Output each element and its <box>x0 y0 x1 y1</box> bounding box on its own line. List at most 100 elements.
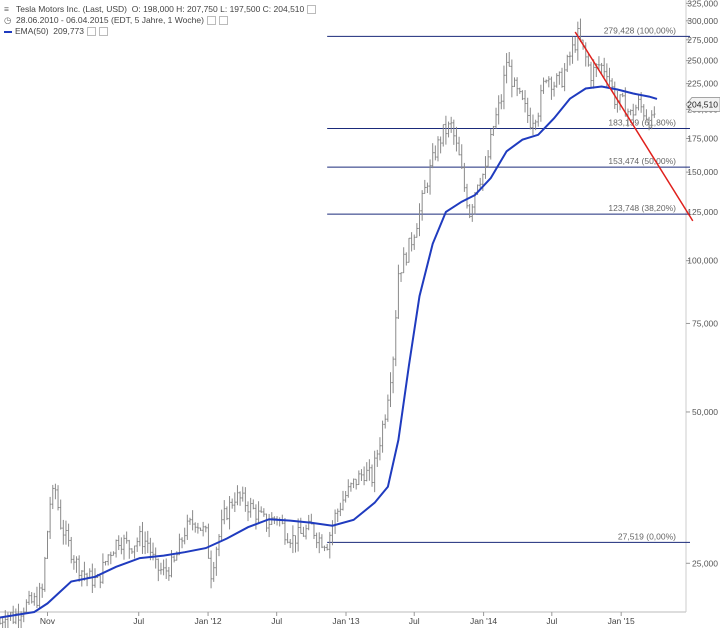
price-bar <box>209 550 213 589</box>
price-bar <box>75 556 78 573</box>
fib-level-label: 27,519 (0,00%) <box>618 531 676 541</box>
x-tick-label: Jul <box>271 616 282 626</box>
price-bar <box>104 560 107 566</box>
price-bar <box>283 517 287 545</box>
ema-line <box>0 85 658 619</box>
price-bar <box>547 76 550 88</box>
y-tick-label: 300,000 <box>687 16 718 26</box>
price-bar <box>254 504 258 530</box>
price-bar <box>133 545 136 559</box>
price-bar <box>51 484 54 510</box>
price-bar <box>434 145 437 161</box>
price-bar <box>30 592 33 604</box>
price-bar <box>618 94 622 111</box>
price-bar <box>397 264 400 319</box>
price-bar <box>600 62 603 75</box>
price-bar <box>360 469 363 481</box>
price-bar <box>362 466 366 486</box>
price-bar <box>38 582 41 609</box>
y-tick-label: 275,000 <box>687 35 718 45</box>
price-bar <box>634 104 638 116</box>
price-bar <box>109 551 113 565</box>
price-bar <box>167 566 171 581</box>
price-bar <box>225 506 229 521</box>
price-bar <box>484 156 487 179</box>
price-bar <box>597 56 601 70</box>
price-bar <box>352 478 355 489</box>
price-bar <box>550 76 553 100</box>
price-bar <box>420 190 424 221</box>
price-bar <box>428 159 432 195</box>
price-bar <box>436 136 440 162</box>
price-bar <box>442 124 445 147</box>
x-tick-label: Jan '14 <box>470 616 497 626</box>
price-bar <box>204 525 207 533</box>
price-bar <box>502 65 506 110</box>
price-bar <box>584 42 587 67</box>
price-bar <box>41 583 44 598</box>
price-bar <box>201 521 205 537</box>
period-settings-icon[interactable] <box>206 16 216 26</box>
price-bar <box>439 136 442 154</box>
price-bar <box>592 59 595 89</box>
price-bar <box>410 232 413 252</box>
price-bar <box>513 77 516 88</box>
price-bar <box>106 554 110 566</box>
price-bar <box>80 570 83 587</box>
price-bar <box>320 534 324 549</box>
ema-settings-icon[interactable] <box>87 27 97 37</box>
y-tick-label: 150,000 <box>687 167 718 177</box>
settings-box-icon[interactable] <box>307 5 317 15</box>
y-tick-label: 225,000 <box>687 79 718 89</box>
price-bar <box>471 204 474 222</box>
y-tick-label: 250,000 <box>687 56 718 66</box>
price-bar <box>494 107 498 129</box>
price-bar <box>531 114 535 136</box>
price-bar <box>489 128 492 160</box>
fib-level-label: 279,428 (100,00%) <box>604 25 676 35</box>
price-bar <box>370 464 374 487</box>
price-bar <box>46 530 49 559</box>
price-bar <box>418 203 421 237</box>
price-bar <box>157 558 160 582</box>
x-tick-label: Jul <box>133 616 144 626</box>
price-bar <box>457 136 461 156</box>
price-bar <box>423 179 426 194</box>
price-bar <box>260 506 263 513</box>
price-bar <box>122 534 126 560</box>
price-bar <box>318 532 321 554</box>
y-tick-label: 325,000 <box>687 0 718 8</box>
chart-icon: ≡ <box>4 4 9 14</box>
price-bar <box>354 478 358 490</box>
price-bar <box>386 394 390 422</box>
price-bar <box>339 502 342 517</box>
price-bar <box>33 592 36 606</box>
x-tick-label: Jan '13 <box>332 616 359 626</box>
period-close-icon[interactable] <box>218 16 228 26</box>
price-bar <box>165 558 168 579</box>
price-bar <box>244 487 247 512</box>
price-bar <box>48 496 52 539</box>
price-bar <box>220 509 223 541</box>
price-bar <box>642 104 645 120</box>
price-series <box>0 18 656 628</box>
price-bar <box>154 547 157 569</box>
price-bar <box>391 356 395 394</box>
price-bar <box>67 523 70 547</box>
price-bar <box>6 612 10 628</box>
price-bar <box>196 522 200 534</box>
price-bar <box>70 536 73 564</box>
ema-close-icon[interactable] <box>99 27 109 37</box>
price-bar <box>460 144 463 169</box>
price-bar <box>77 555 81 582</box>
price-bar <box>510 59 514 98</box>
price-bar <box>558 71 561 85</box>
price-bar <box>257 501 260 525</box>
price-bar <box>515 77 519 97</box>
price-bar <box>215 546 218 576</box>
price-bar <box>603 57 606 78</box>
price-bar <box>647 116 651 131</box>
price-bar <box>526 97 529 124</box>
x-tick-label: Jul <box>409 616 420 626</box>
